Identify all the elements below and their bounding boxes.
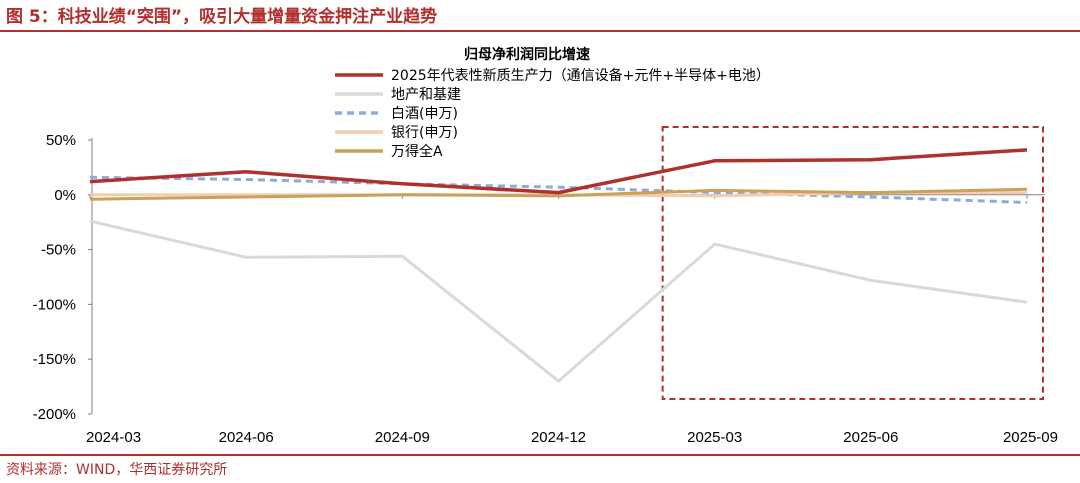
legend-label: 白酒(申万)	[391, 106, 458, 122]
y-tick-label: 0%	[54, 187, 76, 204]
x-tick-label: 2024-03	[86, 429, 141, 446]
legend-label: 地产和基建	[391, 86, 461, 103]
x-tick-label: 2025-09	[1003, 429, 1058, 446]
x-tick-label: 2025-03	[687, 429, 742, 446]
legend-label: 万得全A	[391, 143, 443, 160]
highlight-box-frame	[661, 126, 1045, 400]
axes: 50% 0% -50% -100% -150% -200% 2024-03 2024-06 20…	[33, 132, 1058, 446]
x-tick-label: 2024-06	[219, 429, 274, 446]
series-line-4	[89, 187, 1028, 201]
y-tick-label: -200%	[33, 406, 76, 423]
y-tick-label: -50%	[41, 242, 76, 259]
x-tick-label: 2024-09	[375, 429, 430, 446]
figure-title: 图 5：科技业绩“突围”，吸引大量增量资金押注产业趋势	[6, 7, 438, 27]
series-line-2	[89, 175, 1028, 204]
x-tick-label: 2025-06	[843, 429, 898, 446]
legend: 2025年代表性新质生产力（通信设备+元件+半导体+电池） 地产和基建白酒(申万)…	[335, 67, 770, 160]
y-tick-label: 50%	[46, 132, 76, 149]
legend-label: 银行(申万)	[391, 125, 458, 141]
y-tick-label: -100%	[33, 296, 76, 313]
source-note: 资料来源：WIND，华西证券研究所	[6, 462, 228, 478]
x-tick-label: 2024-12	[531, 429, 586, 446]
series-lines	[89, 148, 1028, 383]
chart-title: 归母净利润同比增速	[464, 46, 590, 63]
series-line-1	[89, 219, 1028, 383]
bottom-rule	[0, 454, 1080, 456]
y-tick-label: -150%	[33, 351, 76, 368]
highlight-box	[661, 126, 1045, 400]
series-line-0	[89, 148, 1028, 195]
top-rule	[0, 30, 1080, 32]
legend-label: 2025年代表性新质生产力（通信设备+元件+半导体+电池）	[391, 67, 770, 84]
